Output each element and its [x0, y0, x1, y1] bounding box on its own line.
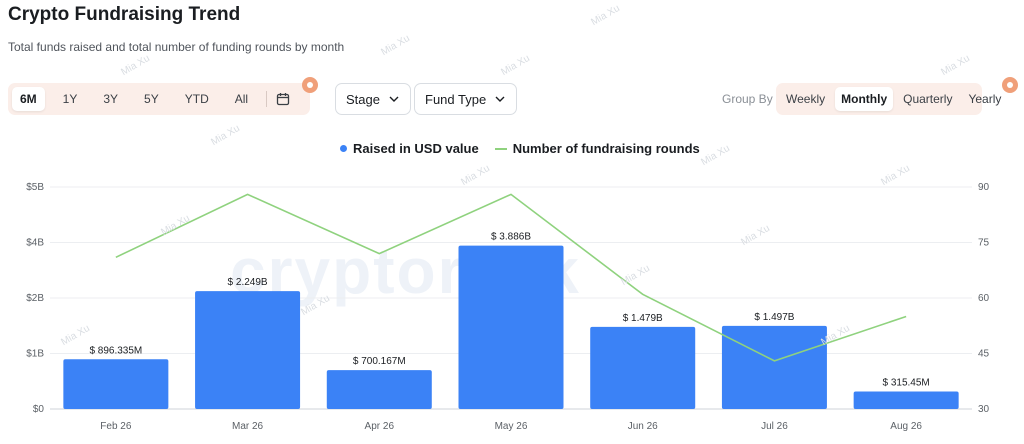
range-3y-button[interactable]: 3Y	[103, 92, 119, 106]
bar[interactable]	[326, 370, 432, 409]
group-quarterly-button[interactable]: Quarterly	[903, 92, 953, 106]
fund-type-dropdown[interactable]: Fund Type	[414, 83, 518, 115]
bar-value-label: $ 315.45M	[883, 377, 930, 388]
bar-value-label: $ 1.479B	[623, 313, 663, 324]
watermark-text: Mia Xu	[209, 122, 242, 149]
bar-value-label: $ 700.167M	[353, 356, 406, 367]
bar-value-label: $ 1.497B	[754, 312, 794, 323]
bar[interactable]	[853, 391, 959, 409]
x-tick-label: Jul 26	[761, 421, 788, 432]
bar-value-label: $ 3.886B	[491, 232, 531, 243]
page-title: Crypto Fundraising Trend	[8, 4, 241, 25]
calendar-icon[interactable]	[273, 89, 293, 109]
legend-item-rounds[interactable]: Number of fundraising rounds	[494, 141, 700, 156]
group-monthly-button[interactable]: Monthly	[835, 87, 894, 111]
x-tick-label: Aug 26	[890, 421, 922, 432]
fundraising-chart: $ 896.335M $ 2.249B $ 700.167M $ 3.886B $ 1.…	[26, 182, 990, 432]
bar-value-label: $ 896.335M	[89, 345, 142, 356]
x-tick-label: May 26	[495, 421, 528, 432]
bar-value-label: $ 2.249B	[228, 277, 268, 288]
group-by-label: Group By	[722, 92, 773, 106]
time-range-selector: 6M 1Y 3Y 5Y YTD All	[8, 83, 310, 115]
range-all-button[interactable]: All	[234, 92, 249, 106]
watermark-text: Mia Xu	[499, 52, 532, 79]
bar[interactable]	[63, 359, 169, 409]
range-divider	[266, 91, 268, 107]
y-left-tick-label: $1B	[26, 349, 44, 360]
fund-type-dropdown-label: Fund Type	[425, 91, 487, 107]
watermark-text: Mia Xu	[589, 2, 622, 29]
range-5y-button[interactable]: 5Y	[144, 92, 159, 106]
legend-label-raised: Raised in USD value	[353, 141, 479, 156]
legend-dot-icon	[340, 145, 347, 152]
chart-legend: Raised in USD value Number of fundraisin…	[340, 141, 716, 156]
watermark-text: Mia Xu	[119, 52, 152, 79]
x-tick-label: Mar 26	[232, 421, 264, 432]
bar[interactable]	[195, 291, 301, 409]
chevron-down-icon	[388, 93, 400, 105]
stage-dropdown[interactable]: Stage	[335, 83, 411, 115]
y-left-tick-label: $0	[33, 404, 45, 415]
range-1y-button[interactable]: 1Y	[62, 92, 78, 106]
bar[interactable]	[458, 245, 564, 409]
legend-label-rounds: Number of fundraising rounds	[512, 141, 700, 156]
y-right-tick-label: 45	[978, 349, 990, 360]
page-subtitle: Total funds raised and total number of f…	[8, 40, 345, 54]
x-tick-label: Jun 26	[628, 421, 658, 432]
range-6m-button[interactable]: 6M	[12, 87, 45, 111]
group-yearly-button[interactable]: Yearly	[968, 92, 1002, 106]
rounds-line[interactable]	[115, 193, 907, 362]
watermark-text: Mia Xu	[939, 52, 972, 79]
x-tick-label: Apr 26	[365, 421, 395, 432]
y-right-tick-label: 90	[978, 182, 990, 193]
stage-dropdown-label: Stage	[346, 91, 380, 107]
y-right-tick-label: 30	[978, 404, 990, 415]
group-by-selector: Weekly Monthly Quarterly Yearly	[776, 83, 1001, 115]
legend-item-raised[interactable]: Raised in USD value	[340, 141, 479, 156]
group-weekly-button[interactable]: Weekly	[786, 92, 826, 106]
y-right-tick-label: 60	[978, 293, 990, 304]
range-ytd-button[interactable]: YTD	[184, 92, 209, 106]
premium-badge-icon	[1002, 77, 1018, 93]
legend-line-icon	[494, 147, 507, 150]
bar[interactable]	[721, 325, 827, 409]
premium-badge-icon	[302, 77, 318, 93]
y-left-tick-label: $4B	[26, 238, 44, 249]
x-tick-label: Feb 26	[100, 421, 132, 432]
bar[interactable]	[590, 326, 696, 409]
y-left-tick-label: $5B	[26, 182, 44, 193]
chevron-down-icon	[494, 93, 506, 105]
y-left-tick-label: $2B	[26, 293, 44, 304]
y-right-tick-label: 75	[978, 238, 990, 249]
watermark-text: Mia Xu	[379, 32, 412, 59]
